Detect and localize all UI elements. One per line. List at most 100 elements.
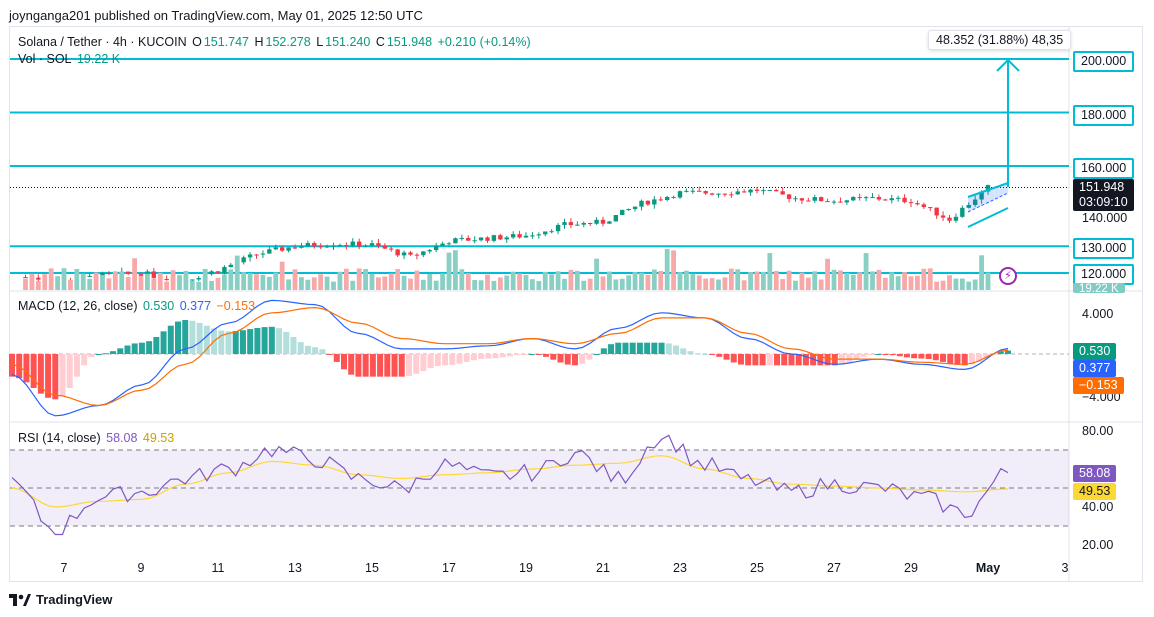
macd-histogram-bar [304,345,311,354]
candle-body [902,197,907,203]
macd-histogram-bar [947,354,954,364]
volume-bar [35,280,41,290]
candle-body [562,222,567,225]
candle-body [844,200,850,203]
candle-body [498,235,503,240]
macd-histogram-bar [622,342,629,354]
candle-body [523,235,529,238]
volume-bar [748,272,753,290]
volume-bar [651,269,657,290]
volume-bar [453,250,458,290]
close-value: 151.948 [386,35,433,49]
candle-body [799,198,805,201]
volume-bar [876,269,882,290]
volume-bar [459,269,465,290]
volume-bar [408,278,413,290]
volume-bar [645,274,651,290]
volume-bar [440,273,445,290]
volume-bar [902,272,907,290]
channel-lower-line [967,207,1009,228]
volume-bar [292,269,298,290]
macd-histogram-bar [117,348,124,354]
macd-line [11,299,1009,417]
rsi-label[interactable]: RSI (14, close) [18,431,101,445]
volume-bar [170,270,176,290]
macd-histogram-bar [239,330,246,354]
macd-histogram-bar [66,354,73,388]
x-tick-17: 17 [442,561,456,575]
rsi-value-tag: 58.08 [1073,465,1117,482]
candle-body [722,193,728,195]
macd-histogram-bar [30,354,37,388]
macd-histogram-bar [788,354,795,366]
macd-histogram-bar [723,354,730,360]
candle-body [382,245,388,249]
macd-legend: MACD (12, 26, close) 0.530 0.377 −0.153 [18,299,257,313]
rsi-axis-40: 40.00 [1082,500,1114,514]
volume-bar [382,276,388,290]
volume-bar [857,272,863,290]
volume-label[interactable]: Vol · SOL [18,52,72,66]
candle-body [453,238,458,244]
macd-label[interactable]: MACD (12, 26, close) [18,299,138,313]
macd-histogram-bar [1005,350,1011,354]
candle-body [793,198,798,200]
macd-histogram-bar [499,354,506,358]
candle-body [305,243,311,247]
symbol-label[interactable]: Solana / Tether · 4h · KUCOIN [18,35,187,49]
volume-bar [555,271,561,290]
volume-bar [562,278,567,290]
volume-bar [626,275,632,290]
candle-body [780,191,785,195]
candle-body [761,190,766,192]
macd-histogram-bar [23,354,30,383]
macd-histogram-bar [348,354,355,375]
volume-bar [761,271,766,290]
volume-bar [331,281,336,290]
volume-bar [266,276,272,290]
macd-hist-legend-value: 0.530 [142,299,175,313]
x-tick-23: 23 [673,561,687,575]
volume-bar [189,280,195,290]
macd-histogram-bar [45,354,52,398]
volume-bar [510,271,516,290]
candle-body [979,191,984,200]
candle-body [241,257,246,263]
volume-bar [222,274,227,290]
close-label: C [375,35,385,49]
volume-bar [882,277,888,290]
volume-bar [915,275,920,290]
volume-bar [587,278,593,290]
macd-line-legend-value: 0.377 [179,299,212,313]
volume-bar [305,279,311,290]
rsi-ma-line [11,455,1009,508]
macd-histogram-bar [384,354,391,377]
candle-body [196,277,201,280]
macd-histogram-bar [557,354,564,363]
macd-histogram-bar [254,327,261,354]
candle-body [620,209,625,216]
tradingview-brand: TradingView [9,592,112,607]
candle-body [754,189,760,191]
macd-histogram-bar [232,331,239,354]
candle-body [433,245,439,251]
candle-body [934,207,939,216]
volume-bar [68,279,73,290]
x-tick-15: 15 [365,561,379,575]
candle-body [138,274,144,276]
macd-value-tag: 0.530 [1073,343,1117,360]
x-tick-13: 13 [288,561,302,575]
level-tag-200: 200.000 [1073,51,1135,72]
volume-bar [202,268,208,290]
volume-bar [895,276,901,290]
volume-bar [363,269,368,290]
volume-bar [838,270,843,290]
macd-histogram-bar [853,354,860,360]
macd-histogram-bar [673,345,679,354]
macd-histogram-bar [694,353,701,355]
lightning-icon[interactable]: ⚡ [999,267,1017,285]
axis-label-140: 140.000 [1082,211,1128,225]
candle-body [555,224,561,232]
volume-bar [485,274,490,290]
